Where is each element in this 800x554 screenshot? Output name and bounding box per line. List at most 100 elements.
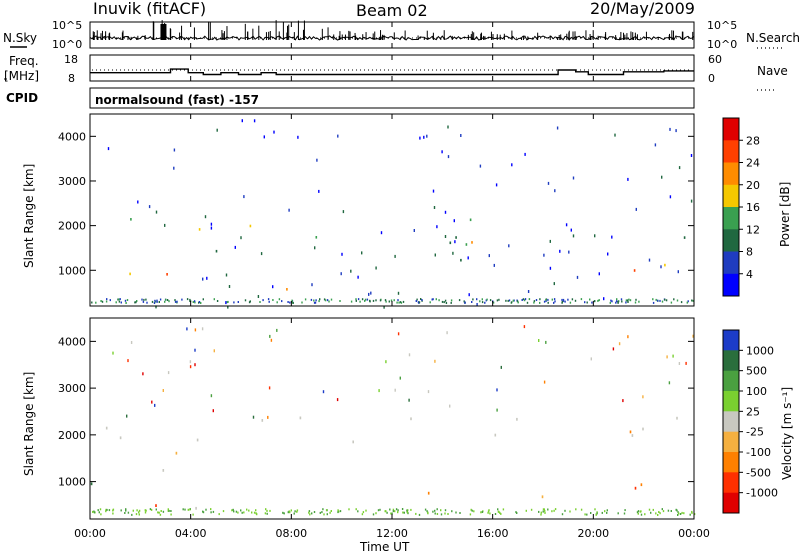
power-point [237, 301, 239, 303]
velocity-point [449, 404, 451, 408]
power-point [661, 175, 663, 179]
velocity-point [551, 510, 553, 513]
velocity-point [424, 508, 427, 511]
y-tick-label: 1000 [58, 476, 86, 489]
y-tick-label: 4000 [58, 130, 86, 143]
power-point [547, 298, 549, 301]
power-y-label: Slant Range [km] [22, 164, 36, 268]
velocity-point [488, 509, 490, 512]
velocity-point [100, 513, 102, 516]
power-point [288, 208, 290, 212]
power-point [192, 301, 194, 303]
velocity-point [348, 508, 350, 511]
x-tick-label: 16:00 [477, 527, 509, 540]
velocity-point [157, 511, 159, 514]
y-tick-label: 4000 [58, 335, 86, 348]
velocity-point [676, 416, 678, 420]
power-point [369, 300, 371, 303]
velocity-point [213, 349, 215, 353]
power-point [607, 252, 609, 256]
velocity-point [131, 513, 133, 516]
velocity-point [629, 430, 632, 434]
velocity-point [248, 509, 250, 512]
power-point [655, 298, 657, 301]
power-point [570, 228, 572, 232]
velocity-point [232, 508, 234, 511]
power-point [402, 300, 405, 303]
power-point [553, 301, 555, 304]
power-point [193, 300, 196, 303]
power-point [648, 258, 651, 262]
velocity-point [642, 427, 644, 431]
power-point [164, 300, 166, 303]
date-title: 20/May/2009 [590, 0, 695, 18]
power-point [341, 252, 343, 256]
velocity-point [648, 508, 651, 511]
nsearch-label: N.Search [746, 31, 800, 45]
power-point [485, 299, 487, 302]
velocity-point [168, 509, 170, 512]
power-point [634, 301, 637, 304]
velocity-point [355, 508, 357, 511]
velocity-point [394, 388, 396, 392]
power-point [158, 301, 160, 303]
velocity-point [399, 376, 401, 380]
power-point [516, 300, 519, 303]
power-point [574, 299, 577, 302]
power-point [435, 298, 437, 301]
y-tick-label: 3000 [58, 382, 86, 395]
colorbar-tick-label: 1000 [746, 344, 774, 357]
velocity-scatter [90, 325, 696, 516]
power-point [511, 301, 513, 304]
colorbar-block [723, 431, 739, 453]
velocity-point [106, 508, 108, 511]
velocity-point [637, 512, 639, 515]
velocity-point [99, 508, 102, 511]
power-point [609, 301, 611, 304]
power-point [202, 277, 204, 281]
power-point [484, 301, 486, 304]
power-point [383, 305, 385, 309]
power-point [417, 301, 420, 304]
velocity-point [569, 510, 571, 513]
power-point [511, 163, 513, 167]
power-point [512, 299, 514, 302]
power-point [234, 245, 236, 249]
power-point [287, 301, 289, 303]
power-point [584, 301, 586, 304]
velocity-point [186, 327, 188, 331]
power-point [124, 299, 127, 302]
velocity-point [636, 511, 639, 514]
station-title: Inuvik (fitACF) [93, 0, 206, 18]
velocity-point [352, 440, 354, 444]
colorbar-block [723, 207, 739, 230]
power-point [444, 299, 447, 302]
power-point [176, 300, 178, 303]
velocity-point [120, 509, 122, 512]
power-point [155, 210, 158, 214]
colorbar-tick-label: 24 [746, 157, 760, 170]
velocity-point [434, 512, 436, 515]
power-point [436, 225, 438, 229]
power-point [572, 234, 575, 238]
power-point [449, 241, 452, 245]
power-point [610, 299, 612, 302]
x-tick-label: 08:00 [275, 527, 307, 540]
velocity-point [473, 510, 475, 513]
velocity-point [127, 359, 129, 363]
velocity-point [138, 513, 140, 516]
power-point [173, 166, 175, 170]
velocity-point [138, 509, 141, 512]
power-point [513, 299, 515, 302]
power-point [315, 236, 318, 239]
power-point [664, 298, 666, 301]
power-point [450, 299, 453, 302]
power-point [419, 136, 421, 140]
power-point [467, 256, 469, 260]
power-point [465, 243, 468, 246]
velocity-point [253, 511, 256, 514]
power-point [210, 222, 213, 226]
velocity-point [675, 508, 677, 511]
velocity-point [189, 508, 191, 511]
power-point [370, 291, 372, 295]
